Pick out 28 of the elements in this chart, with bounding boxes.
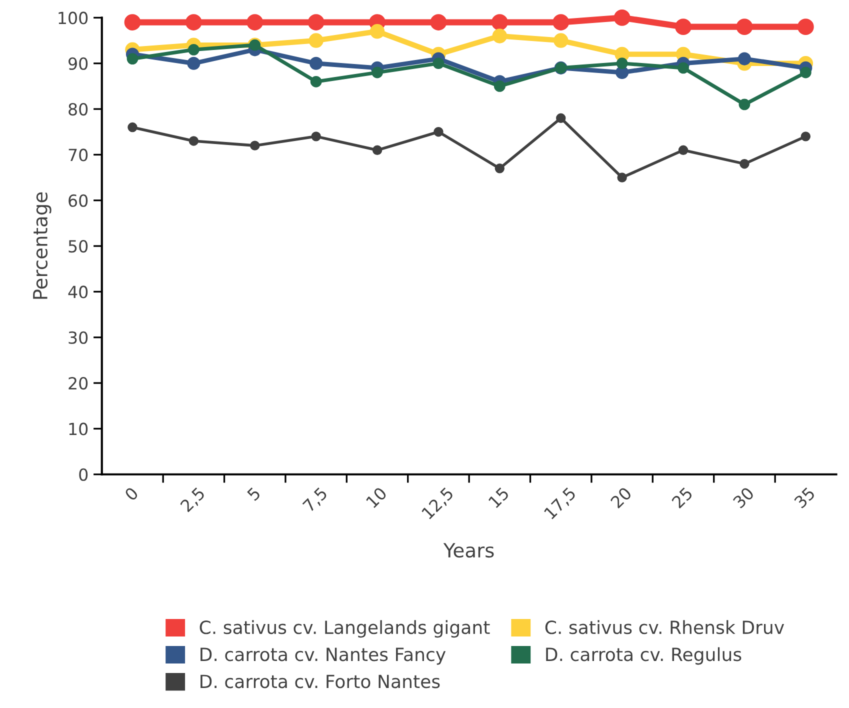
y-tick-label: 90 xyxy=(68,57,88,70)
x-tick-label: 20 xyxy=(610,486,632,509)
x-axis-title: Years xyxy=(443,543,494,558)
x-tick-label: 25 xyxy=(671,486,694,509)
y-axis-title: Percentage xyxy=(33,192,52,299)
legend-label: C. sativus cv. Rhensk Druv xyxy=(545,620,784,634)
x-tick-label: 10 xyxy=(366,486,388,508)
x-tick-label: 7,5 xyxy=(302,486,330,514)
y-tick-label: 0 xyxy=(79,468,88,481)
legend-label: D. carrota cv. Nantes Fancy xyxy=(200,648,446,665)
y-tick-label: 60 xyxy=(68,194,88,207)
legend-label: C. sativus cv. Langelands gigant xyxy=(200,620,490,638)
y-tick-label: 40 xyxy=(68,286,88,298)
y-tick-label: 70 xyxy=(68,148,88,162)
legend-label: D. carrota cv. Forto Nantes xyxy=(200,674,440,688)
y-tick-label: 20 xyxy=(68,376,88,390)
y-tick-label: 10 xyxy=(69,422,88,436)
y-tick-label: 100 xyxy=(58,12,88,24)
x-tick-label: 2,5 xyxy=(180,486,207,514)
x-tick-label: 0 xyxy=(124,486,139,502)
legend-label: D. carrota cv. Regulus xyxy=(546,647,742,665)
y-tick-label: 80 xyxy=(68,102,88,116)
y-tick-label: 30 xyxy=(68,331,88,344)
x-tick-label: 15 xyxy=(488,486,510,508)
y-tick-label: 50 xyxy=(68,240,88,253)
x-tick-label: 35 xyxy=(794,486,816,509)
x-tick-label: 5 xyxy=(246,486,262,502)
x-tick-label: 30 xyxy=(732,486,755,509)
